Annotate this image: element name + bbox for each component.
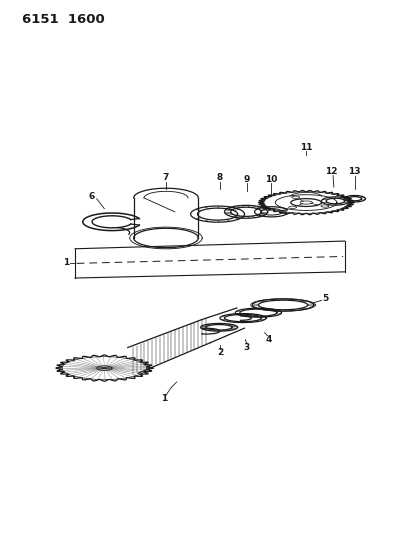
Text: 3: 3	[244, 343, 250, 352]
Text: 10: 10	[265, 175, 278, 184]
Text: 1: 1	[160, 394, 167, 403]
Text: 6: 6	[89, 192, 95, 201]
Text: 13: 13	[348, 167, 361, 176]
Text: 7: 7	[163, 173, 169, 182]
Text: 9: 9	[244, 175, 250, 184]
Text: 12: 12	[325, 167, 338, 176]
Text: 5: 5	[322, 294, 328, 303]
Text: 2: 2	[217, 348, 223, 357]
Text: 8: 8	[217, 173, 223, 182]
Text: 1: 1	[63, 258, 69, 267]
Text: 6151  1600: 6151 1600	[22, 13, 105, 26]
Text: 4: 4	[266, 335, 273, 344]
Text: 11: 11	[300, 143, 313, 151]
